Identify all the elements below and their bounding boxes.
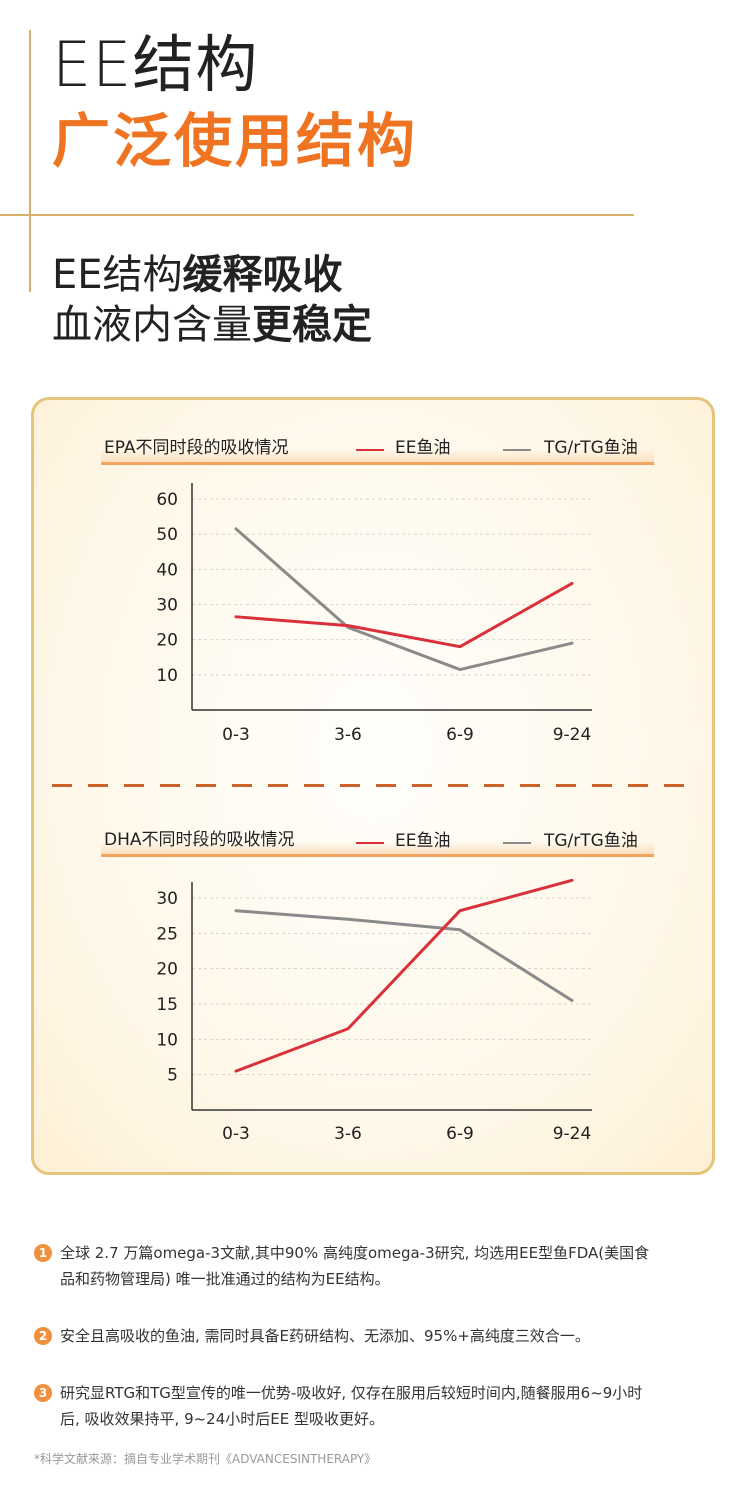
decor-vertical-line [29,30,31,292]
x-tick-label: 9-24 [553,725,592,745]
y-tick-label: 40 [156,560,178,580]
chart2-title-bar [101,826,654,857]
y-tick-label: 20 [156,631,178,651]
subtitle-line2-bold: 更稳定 [252,302,372,348]
dha-line-chart: 30 25 20 15 10 5 0-3 3-6 6-9 9-24 [156,878,592,1144]
note-2-number-icon: 2 [34,1327,52,1345]
subtitle-line2-plain: 血液内含量 [52,302,252,348]
chart1-legend-tg-swatch [503,449,531,451]
note-2-text: 安全且高吸收的鱼油, 需同时具备E药研结构、无添加、95%+高纯度三效合一。 [60,1327,590,1345]
source-citation: *科学文献来源：摘自专业学术期刊《ADVANCESINTHERAPY》 [34,1452,377,1466]
y-tick-label: 20 [156,960,178,980]
note-3-text: 研究显RTG和TG型宣传的唯一优势-吸收好, 仅存在服用后较短时间内,随餐服用6… [60,1384,643,1428]
chart2-legend-tg-swatch [503,842,531,844]
y-tick-label: 10 [156,666,178,686]
chart2-legend-ee-swatch [356,842,384,844]
note-1: 1 全球 2.7 万篇omega-3文献,其中90% 高纯度omega-3研究,… [34,1240,694,1288]
title-line1: EE结构 [52,28,259,101]
chart1-legend-ee: EE鱼油 [395,438,451,458]
series-line-tg [234,909,574,1002]
note-3-number-icon: 3 [34,1384,52,1402]
y-tick-label: 30 [156,596,178,616]
x-tick-label: 0-3 [222,725,250,745]
y-tick-label: 15 [156,995,178,1015]
chart2-legend-tg: TG/rTG鱼油 [544,831,638,851]
y-tick-label: 50 [156,525,178,545]
note-1-text: 全球 2.7 万篇omega-3文献,其中90% 高纯度omega-3研究, 均… [60,1244,650,1288]
x-tick-label: 3-6 [334,1124,362,1144]
subtitle-line1: EE结构缓释吸收 [52,255,343,295]
chart1-title: EPA不同时段的吸收情况 [104,438,289,458]
chart2-legend-ee: EE鱼油 [395,831,451,851]
subtitle-line1-bold: 缓释吸收 [182,252,343,298]
x-tick-label: 3-6 [334,725,362,745]
y-tick-label: 25 [156,924,178,944]
y-tick-label: 10 [156,1030,178,1050]
title-line2: 广泛使用结构 [52,107,419,175]
epa-line-chart: 60 50 40 30 20 10 0-3 3-6 6-9 9-24 [156,483,592,745]
series-line-ee [234,878,574,1073]
section-divider-dashes [52,784,692,787]
x-tick-label: 9-24 [553,1124,592,1144]
decor-horizontal-line [0,214,634,216]
x-tick-label: 0-3 [222,1124,250,1144]
y-tick-label: 60 [156,490,178,510]
note-2: 2 安全且高吸收的鱼油, 需同时具备E药研结构、无添加、95%+高纯度三效合一。 [34,1323,694,1349]
note-3: 3 研究显RTG和TG型宣传的唯一优势-吸收好, 仅存在服用后较短时间内,随餐服… [34,1380,694,1428]
x-tick-label: 6-9 [446,1124,474,1144]
chart1-legend-ee-swatch [356,449,384,451]
chart2-title: DHA不同时段的吸收情况 [104,830,295,850]
series-line-ee [234,581,574,649]
series-line-tg [234,527,574,672]
y-tick-label: 5 [167,1066,178,1086]
subtitle-line2: 血液内含量更稳定 [52,305,372,345]
note-1-number-icon: 1 [34,1244,52,1262]
chart1-legend-tg: TG/rTG鱼油 [544,438,638,458]
y-tick-label: 30 [156,889,178,909]
subtitle-line1-plain: EE结构 [52,252,183,298]
x-tick-label: 6-9 [446,725,474,745]
